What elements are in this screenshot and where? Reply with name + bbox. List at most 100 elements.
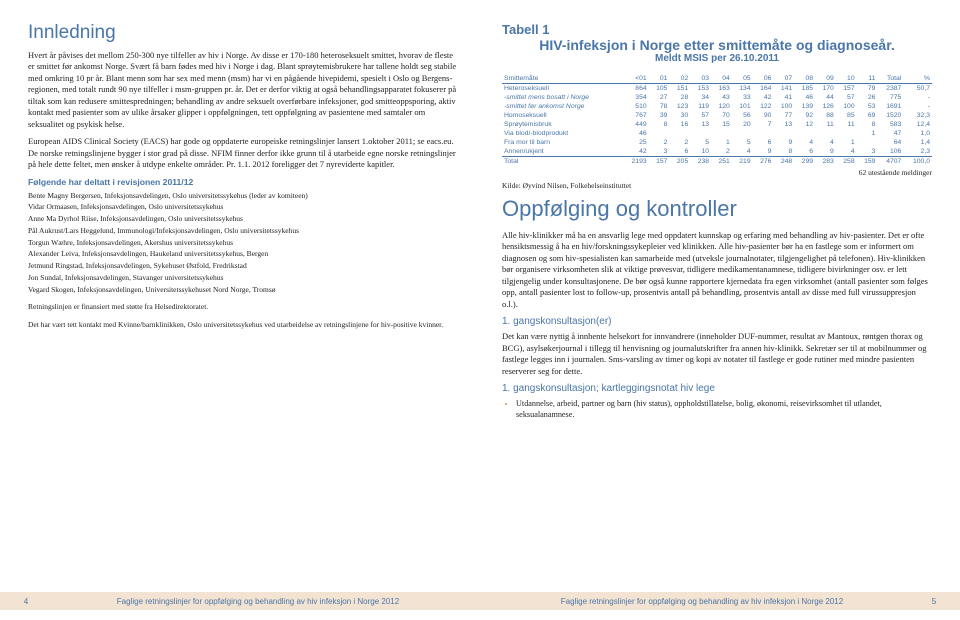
table-cell: 11 xyxy=(815,120,836,129)
table-cell: 20 xyxy=(732,120,753,129)
table-cell: 141 xyxy=(773,84,794,94)
table-cell: 864 xyxy=(623,84,649,94)
table-row: Annen/ukjent423610249869431062,3 xyxy=(502,147,932,157)
table-cell: 157 xyxy=(649,157,670,167)
table-header-cell: Total xyxy=(877,74,903,84)
table-cell: 69 xyxy=(857,111,878,120)
table-header-cell: Smittemåte xyxy=(502,74,623,84)
footer-left: 4 Faglige retningslinjer for oppfølging … xyxy=(0,592,480,610)
table-cell: 767 xyxy=(623,111,649,120)
table-cell: 123 xyxy=(669,102,690,111)
committee-list: Bente Magny Bergersen, Infeksjonsavdelin… xyxy=(28,191,458,295)
committee-member: Vidar Ormaasen, Infeksjonsavdelingen, Os… xyxy=(28,202,458,212)
table-cell: 44 xyxy=(815,93,836,102)
table-cell: 105 xyxy=(649,84,670,94)
intro-para-2: European AIDS Clinical Society (EACS) ha… xyxy=(28,136,458,170)
table-cell: 53 xyxy=(857,102,878,111)
table-cell: 7 xyxy=(753,120,774,129)
table-cell: 170 xyxy=(815,84,836,94)
table-cell: 775 xyxy=(877,93,903,102)
table-cell: 151 xyxy=(669,84,690,94)
heading-innledning: Innledning xyxy=(28,22,458,44)
table-cell: 78 xyxy=(649,102,670,111)
table-cell xyxy=(649,129,670,138)
contact-note: Det har vært tett kontakt med Kvinne/bar… xyxy=(28,320,458,330)
table-cell: -smittet før ankomst Norge xyxy=(502,102,623,111)
table-cell: 5 xyxy=(732,138,753,147)
table-cell: 159 xyxy=(857,157,878,167)
table-subtitle: Meldt MSIS per 26.10.2011 xyxy=(502,53,932,64)
table-cell: 2 xyxy=(711,147,732,157)
table-cell: 119 xyxy=(690,102,711,111)
table-cell: Homoseksuell xyxy=(502,111,623,120)
intro-para-1: Hvert år påvises det mellom 250-300 nye … xyxy=(28,50,458,130)
committee-heading: Følgende har deltatt i revisjonen 2011/1… xyxy=(28,177,458,187)
table-cell: 251 xyxy=(711,157,732,167)
table-cell: 33 xyxy=(732,93,753,102)
table-cell: 9 xyxy=(815,147,836,157)
table-cell: 1,4 xyxy=(903,138,932,147)
table-cell: 47 xyxy=(877,129,903,138)
table-cell: 43 xyxy=(711,93,732,102)
table-cell xyxy=(836,129,857,138)
table-cell: 12,4 xyxy=(903,120,932,129)
page-number-left: 4 xyxy=(16,597,36,606)
table-cell: 122 xyxy=(753,102,774,111)
table-cell: 1 xyxy=(857,129,878,138)
table-cell: 2 xyxy=(649,138,670,147)
table-header-cell: <01 xyxy=(623,74,649,84)
table-title: HIV-infeksjon i Norge etter smittemåte o… xyxy=(502,37,932,53)
table-cell: - xyxy=(903,102,932,111)
table-cell: 39 xyxy=(649,111,670,120)
table-cell: 100 xyxy=(836,102,857,111)
footer-text-right: Faglige retningslinjer for oppfølging og… xyxy=(480,597,924,606)
table-cell: 1 xyxy=(836,138,857,147)
table-cell: 2387 xyxy=(877,84,903,94)
table-cell: 283 xyxy=(815,157,836,167)
table-header-cell: 08 xyxy=(794,74,815,84)
committee-member: Vegard Skogen, Infeksjonsavdelingen, Uni… xyxy=(28,285,458,295)
table-cell xyxy=(815,129,836,138)
table-row: -smittet før ankomst Norge51078123119120… xyxy=(502,102,932,111)
table-header-cell: 11 xyxy=(857,74,878,84)
table-cell: 4 xyxy=(732,147,753,157)
table-cell: 1 xyxy=(711,138,732,147)
table-cell: 79 xyxy=(857,84,878,94)
table-row: -smittet mens bosatt i Norge354272834433… xyxy=(502,93,932,102)
table-cell: 583 xyxy=(877,120,903,129)
table-cell: 28 xyxy=(669,93,690,102)
table-header-cell: 02 xyxy=(669,74,690,84)
table-cell xyxy=(857,138,878,147)
table-cell: 4707 xyxy=(877,157,903,167)
table-cell: 50,7 xyxy=(903,84,932,94)
table-row: Homoseksuell7673930577056907792888569152… xyxy=(502,111,932,120)
table-cell: 106 xyxy=(877,147,903,157)
table-cell: 100,0 xyxy=(903,157,932,167)
table-cell: 12 xyxy=(794,120,815,129)
table-header-cell: 03 xyxy=(690,74,711,84)
table-row: Sprøytemisbruk44981613152071312111185831… xyxy=(502,120,932,129)
table-cell: 205 xyxy=(669,157,690,167)
followup-para-1: Alle hiv-klinikker må ha en ansvarlig le… xyxy=(502,230,932,310)
subheading-consult-2: 1. gangskonsultasjon; kartleggingsnotat … xyxy=(502,383,932,394)
table-cell: 16 xyxy=(669,120,690,129)
table-cell: 34 xyxy=(690,93,711,102)
table-cell: 88 xyxy=(815,111,836,120)
table-header-cell: 04 xyxy=(711,74,732,84)
table-cell: 64 xyxy=(877,138,903,147)
table-cell: 299 xyxy=(794,157,815,167)
table-cell: 2193 xyxy=(623,157,649,167)
table-cell: 3 xyxy=(857,147,878,157)
table-cell: 26 xyxy=(857,93,878,102)
table-cell: 15 xyxy=(711,120,732,129)
table-cell: 8 xyxy=(773,147,794,157)
table-cell: 219 xyxy=(732,157,753,167)
table-cell: 9 xyxy=(753,147,774,157)
table-cell: 85 xyxy=(836,111,857,120)
table-row: Total21931572052382512192762482992832581… xyxy=(502,157,932,167)
table-cell xyxy=(711,129,732,138)
table-cell: 153 xyxy=(690,84,711,94)
table-row: Fra mor til barn252251569441641,4 xyxy=(502,138,932,147)
table-header-cell: 07 xyxy=(773,74,794,84)
table-cell: 163 xyxy=(711,84,732,94)
